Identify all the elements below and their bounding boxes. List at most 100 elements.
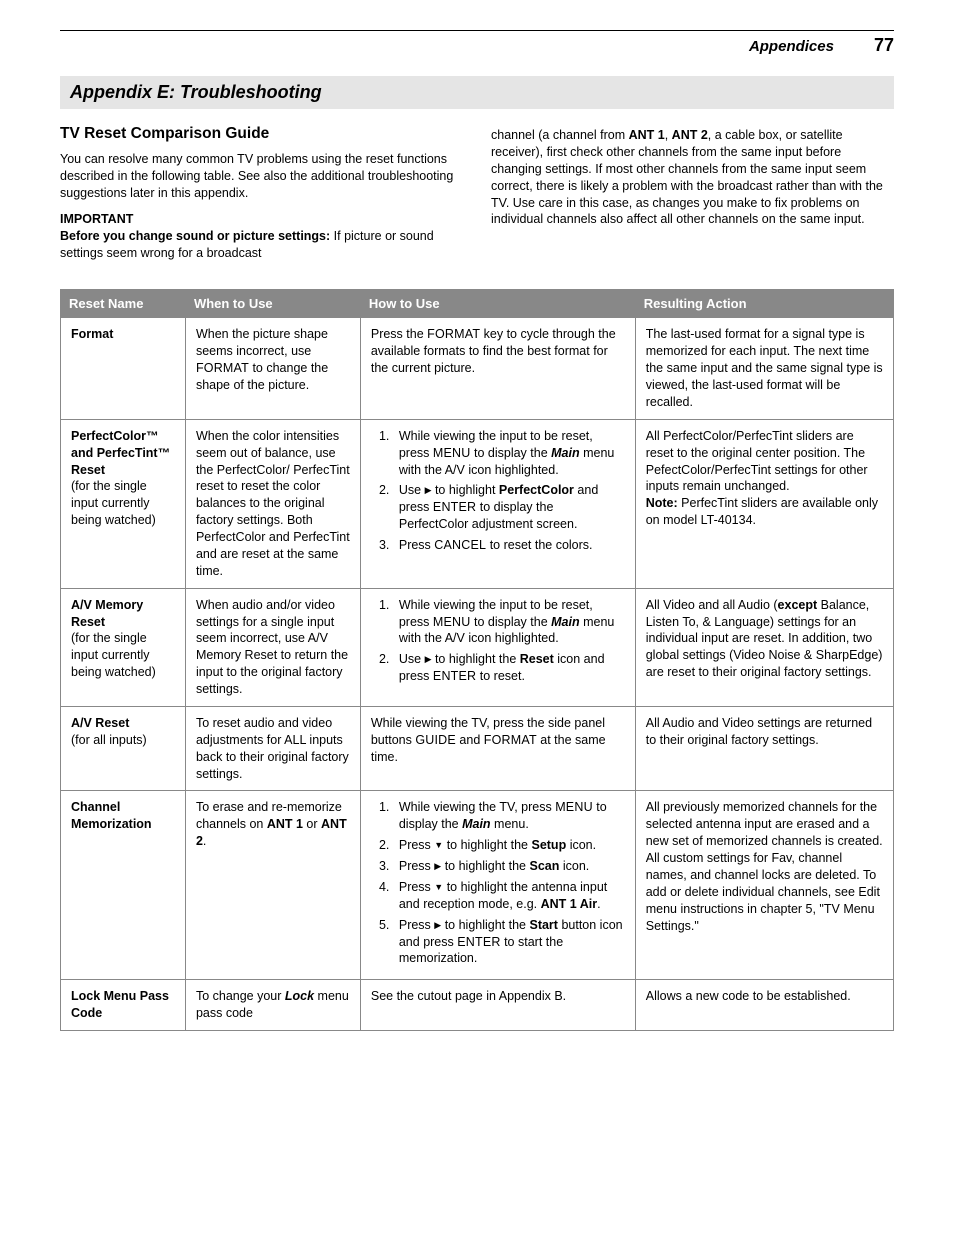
- text: Use: [399, 483, 425, 497]
- list-item: Press to highlight the Scan icon.: [393, 858, 625, 875]
- key-menu: MENU: [433, 446, 471, 460]
- reset-name-sub: (for the single input currently being wa…: [71, 630, 175, 681]
- important-label: IMPORTANT: [60, 212, 463, 226]
- list-item: While viewing the input to be reset, pre…: [393, 428, 625, 479]
- text: Press: [399, 859, 434, 873]
- cell-how: While viewing the input to be reset, pre…: [360, 588, 635, 706]
- list-item: Use to highlight the Reset icon and pres…: [393, 651, 625, 685]
- text: and: [456, 733, 484, 747]
- th-result: Resulting Action: [635, 290, 893, 318]
- text: to reset the colors.: [486, 538, 592, 552]
- key-guide: GUIDE: [415, 733, 456, 747]
- text: When the picture shape seems incorrect, …: [196, 327, 328, 358]
- cell-result: Allows a new code to be established.: [635, 980, 893, 1031]
- reset-name: PerfectColor™ and PerfecTint™ Reset: [71, 428, 175, 479]
- cell-name: Format: [61, 318, 186, 419]
- header-section: Appendices: [749, 38, 834, 55]
- cell-how: While viewing the input to be reset, pre…: [360, 419, 635, 588]
- important-paragraph: Before you change sound or picture setti…: [60, 228, 463, 262]
- table-row: A/V Reset (for all inputs) To reset audi…: [61, 706, 894, 791]
- label-perfectcolor: PerfectColor: [499, 483, 574, 497]
- text: .: [597, 897, 600, 911]
- table-row: Lock Menu Pass Code To change your Lock …: [61, 980, 894, 1031]
- down-arrow-icon: [434, 838, 443, 852]
- text: to highlight the: [431, 652, 519, 666]
- text: .: [203, 834, 206, 848]
- key-enter: ENTER: [433, 500, 476, 514]
- reset-comparison-table: Reset Name When to Use How to Use Result…: [60, 289, 894, 1031]
- text: Press: [399, 880, 434, 894]
- note-text: PerfecTint sliders are available only on…: [646, 496, 878, 527]
- cell-result: All PerfectColor/PerfecTint sliders are …: [635, 419, 893, 588]
- text: to highlight the: [441, 859, 529, 873]
- label-lock: Lock: [285, 989, 314, 1003]
- reset-name: Format: [71, 327, 113, 341]
- steps-list: While viewing the TV, press MENU to disp…: [371, 799, 625, 967]
- text: All Video and all Audio (: [646, 598, 778, 612]
- text: to highlight: [431, 483, 498, 497]
- intro-right-paragraph: channel (a channel from ANT 1, ANT 2, a …: [491, 127, 894, 228]
- cell-result: The last-used format for a signal type i…: [635, 318, 893, 419]
- key-format: FORMAT: [196, 361, 249, 375]
- th-when: When to Use: [185, 290, 360, 318]
- cell-how: While viewing the TV, press the side pan…: [360, 706, 635, 791]
- table-row: Channel Memorization To erase and re-mem…: [61, 791, 894, 980]
- menu-main: Main: [551, 446, 579, 460]
- text: Press: [399, 838, 434, 852]
- label-setup: Setup: [531, 838, 566, 852]
- text: To change your: [196, 989, 285, 1003]
- cell-when: When the color intensities seem out of b…: [185, 419, 360, 588]
- cell-when: To change your Lock menu pass code: [185, 980, 360, 1031]
- except-label: except: [778, 598, 818, 612]
- steps-list: While viewing the input to be reset, pre…: [371, 428, 625, 554]
- reset-name: Channel Memorization: [71, 800, 152, 831]
- list-item: Use to highlight PerfectColor and press …: [393, 482, 625, 533]
- cell-when: When the picture shape seems incorrect, …: [185, 318, 360, 419]
- cell-how: Press the FORMAT key to cycle through th…: [360, 318, 635, 419]
- list-item: Press to highlight the antenna input and…: [393, 879, 625, 913]
- text: to display the: [471, 446, 552, 460]
- page-number: 77: [874, 35, 894, 56]
- list-item: Press CANCEL to reset the colors.: [393, 537, 625, 554]
- reset-name-sub: (for the single input currently being wa…: [71, 478, 175, 529]
- th-reset-name: Reset Name: [61, 290, 186, 318]
- text: to display the: [471, 615, 552, 629]
- key-menu: MENU: [433, 615, 471, 629]
- list-item: While viewing the input to be reset, pre…: [393, 597, 625, 648]
- important-lead: Before you change sound or picture setti…: [60, 229, 330, 243]
- text: While viewing the TV, press: [399, 800, 555, 814]
- text: to reset.: [476, 669, 525, 683]
- list-item: Press to highlight the Setup icon.: [393, 837, 625, 854]
- down-arrow-icon: [434, 880, 443, 894]
- label-ant1air: ANT 1 Air: [541, 897, 598, 911]
- table-row: PerfectColor™ and PerfecTint™ Reset (for…: [61, 419, 894, 588]
- key-enter: ENTER: [457, 935, 500, 949]
- text: Press the: [371, 327, 427, 341]
- steps-list: While viewing the input to be reset, pre…: [371, 597, 625, 685]
- text: menu.: [491, 817, 529, 831]
- cell-name: Channel Memorization: [61, 791, 186, 980]
- section-heading: TV Reset Comparison Guide: [60, 125, 463, 143]
- reset-name-sub: (for all inputs): [71, 732, 175, 749]
- table-row: Format When the picture shape seems inco…: [61, 318, 894, 419]
- key-enter: ENTER: [433, 669, 476, 683]
- text: All PerfectColor/PerfecTint sliders are …: [646, 429, 868, 494]
- text: to highlight the: [443, 838, 531, 852]
- text: Use: [399, 652, 425, 666]
- cell-when: To reset audio and video adjustments for…: [185, 706, 360, 791]
- text: Press: [399, 918, 434, 932]
- text: Press: [399, 538, 434, 552]
- list-item: Press to highlight the Start button icon…: [393, 917, 625, 968]
- intro-right-col: channel (a channel from ANT 1, ANT 2, a …: [491, 125, 894, 271]
- reset-name: A/V Reset: [71, 715, 175, 732]
- text: or: [303, 817, 321, 831]
- table-row: A/V Memory Reset (for the single input c…: [61, 588, 894, 706]
- cell-result: All Audio and Video settings are returne…: [635, 706, 893, 791]
- text: to highlight the: [441, 918, 529, 932]
- menu-main: Main: [551, 615, 579, 629]
- text: icon.: [559, 859, 589, 873]
- reset-name: Lock Menu Pass Code: [71, 989, 169, 1020]
- intro-paragraph: You can resolve many common TV problems …: [60, 151, 463, 202]
- cell-result: All Video and all Audio (except Balance,…: [635, 588, 893, 706]
- label-start: Start: [529, 918, 557, 932]
